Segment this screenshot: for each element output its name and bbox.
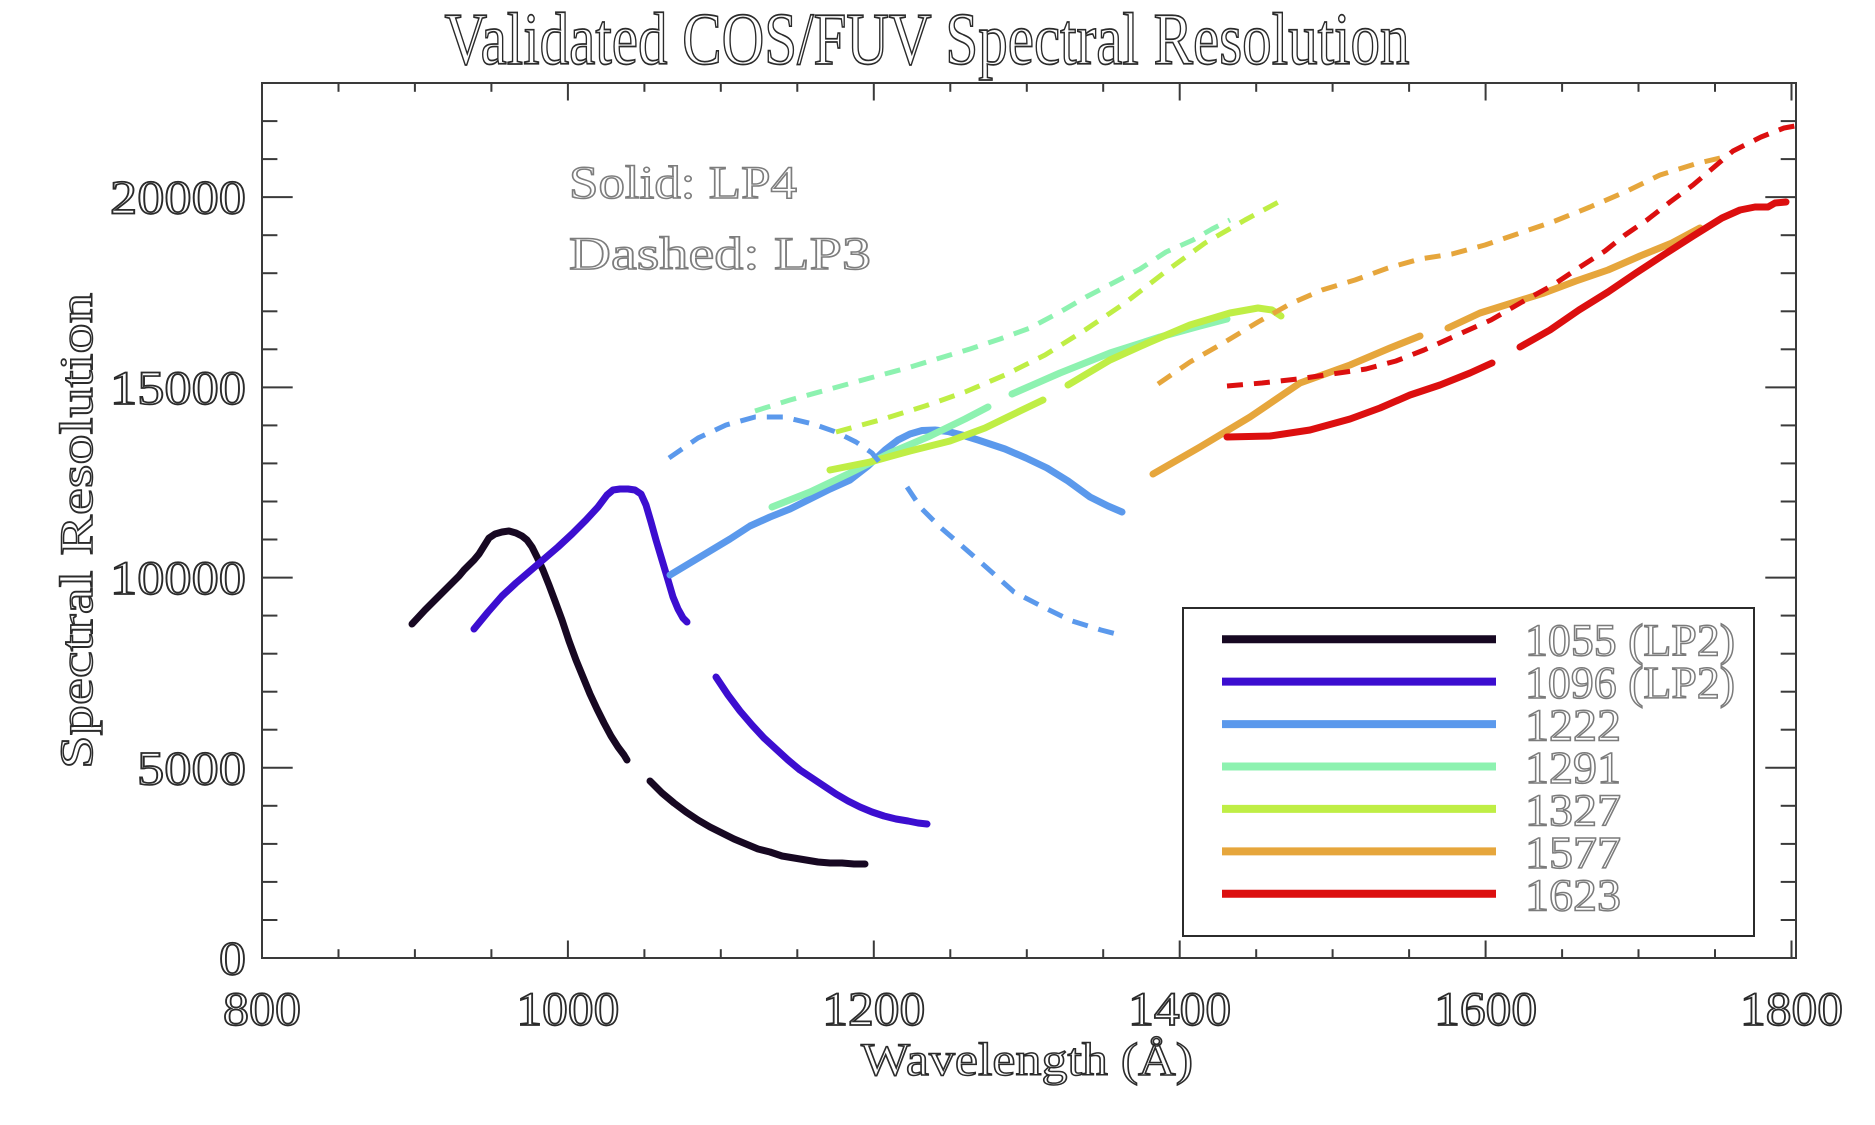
svg-text:20000: 20000 [110, 172, 246, 225]
svg-text:Validated COS/FUV Spectral Res: Validated COS/FUV Spectral Resolution [445, 0, 1410, 81]
svg-text:1291: 1291 [1525, 742, 1621, 793]
svg-text:800: 800 [223, 983, 301, 1036]
svg-text:1327: 1327 [1525, 784, 1621, 835]
svg-text:1200: 1200 [822, 983, 925, 1036]
svg-text:5000: 5000 [137, 742, 246, 795]
svg-text:1055 (LP2): 1055 (LP2) [1525, 615, 1735, 666]
svg-text:1400: 1400 [1128, 983, 1231, 1036]
svg-text:1096 (LP2): 1096 (LP2) [1525, 657, 1735, 708]
svg-text:1600: 1600 [1434, 983, 1537, 1036]
svg-text:1577: 1577 [1525, 827, 1621, 878]
svg-text:1222: 1222 [1525, 700, 1621, 751]
svg-text:Spectral Resolution: Spectral Resolution [51, 293, 103, 769]
svg-text:Wavelength (Å): Wavelength (Å) [861, 1034, 1193, 1086]
svg-text:Solid: LP4: Solid: LP4 [569, 157, 797, 209]
svg-text:1800: 1800 [1740, 983, 1843, 1036]
svg-text:10000: 10000 [110, 552, 246, 605]
svg-text:Dashed: LP3: Dashed: LP3 [569, 228, 871, 280]
svg-text:0: 0 [219, 933, 246, 986]
svg-text:1000: 1000 [516, 983, 619, 1036]
svg-text:15000: 15000 [110, 362, 246, 415]
svg-text:1623: 1623 [1525, 869, 1621, 920]
